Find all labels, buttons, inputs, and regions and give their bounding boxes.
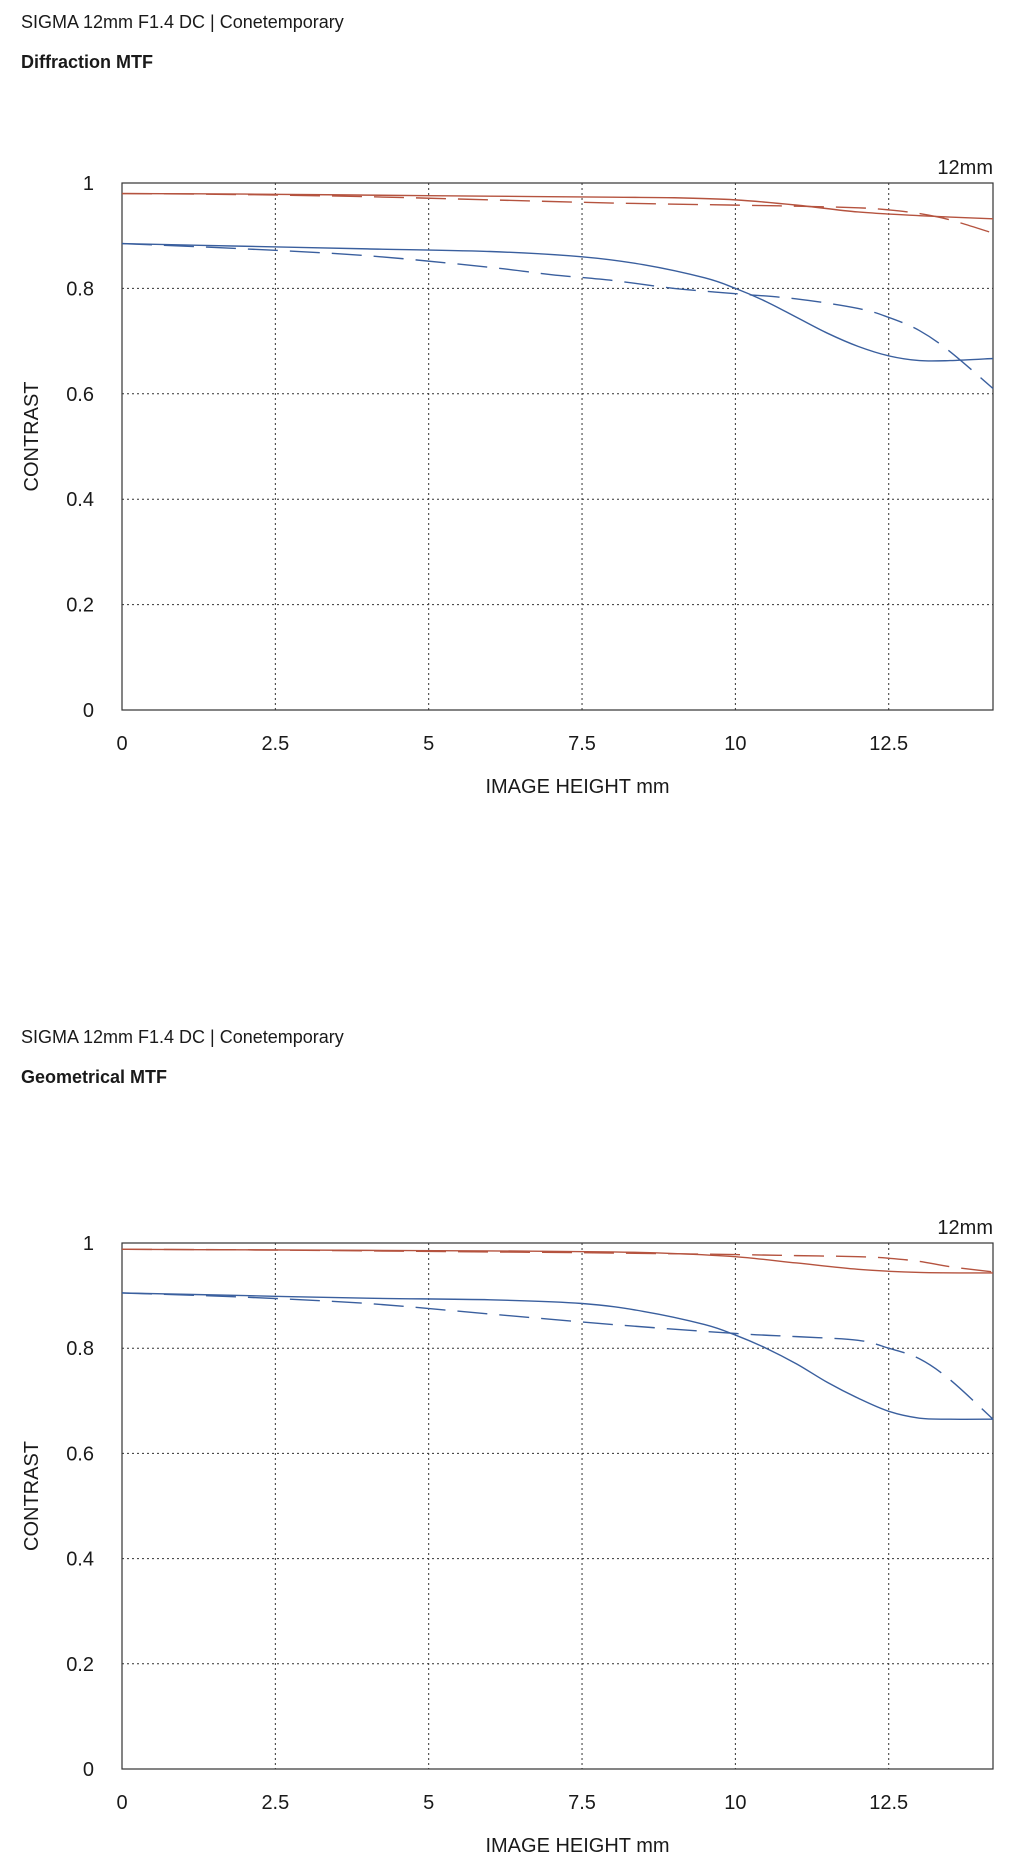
x-tick-label: 7.5 xyxy=(568,733,596,755)
y-tick-label: 0 xyxy=(83,700,94,722)
panel-title: SIGMA 12mm F1.4 DC | Conetemporary xyxy=(21,1027,344,1047)
x-tick-label: 5 xyxy=(423,733,434,755)
panel-subtitle: Diffraction MTF xyxy=(21,52,153,72)
x-tick-label: 2.5 xyxy=(261,733,289,755)
y-tick-label: 0.8 xyxy=(66,278,94,300)
panel-title: SIGMA 12mm F1.4 DC | Conetemporary xyxy=(21,12,344,32)
blue-solid-series-line xyxy=(121,1292,994,1420)
focal-length-annotation: 12mm xyxy=(937,157,993,179)
plot-frame xyxy=(121,182,994,711)
y-tick-label: 1 xyxy=(83,173,94,195)
blue-solid-series-line xyxy=(121,242,994,362)
y-axis-label: CONTRAST xyxy=(21,382,43,492)
y-tick-label: 0.4 xyxy=(66,1549,94,1571)
panel-subtitle: Geometrical MTF xyxy=(21,1067,168,1087)
red-dashed-series-line xyxy=(121,192,994,234)
y-tick-label: 0.2 xyxy=(66,1654,94,1676)
y-tick-label: 1 xyxy=(83,1233,94,1255)
x-axis-label: IMAGE HEIGHT mm xyxy=(485,1835,669,1857)
focal-length-annotation: 12mm xyxy=(937,1217,993,1239)
y-tick-label: 0.6 xyxy=(66,1443,94,1465)
blue-dashed-series-line xyxy=(121,242,994,390)
x-tick-label: 12.5 xyxy=(869,1792,908,1814)
plot-frame xyxy=(121,1242,994,1770)
x-tick-label: 10 xyxy=(724,733,746,755)
y-tick-label: 0 xyxy=(83,1759,94,1781)
x-tick-label: 12.5 xyxy=(869,733,908,755)
y-tick-label: 0.2 xyxy=(66,595,94,617)
x-tick-label: 10 xyxy=(724,1792,746,1814)
x-tick-label: 0 xyxy=(116,1792,127,1814)
y-axis-label: CONTRAST xyxy=(21,1441,43,1551)
blue-dashed-series-line xyxy=(121,1292,994,1420)
x-tick-label: 7.5 xyxy=(568,1792,596,1814)
x-tick-label: 5 xyxy=(423,1792,434,1814)
y-tick-label: 0.4 xyxy=(66,489,94,511)
x-tick-label: 0 xyxy=(116,733,127,755)
red-solid-series-line xyxy=(121,192,994,220)
x-axis-label: IMAGE HEIGHT mm xyxy=(485,776,669,798)
y-tick-label: 0.6 xyxy=(66,384,94,406)
red-dashed-series-line xyxy=(121,1248,994,1273)
x-tick-label: 2.5 xyxy=(261,1792,289,1814)
y-tick-label: 0.8 xyxy=(66,1338,94,1360)
